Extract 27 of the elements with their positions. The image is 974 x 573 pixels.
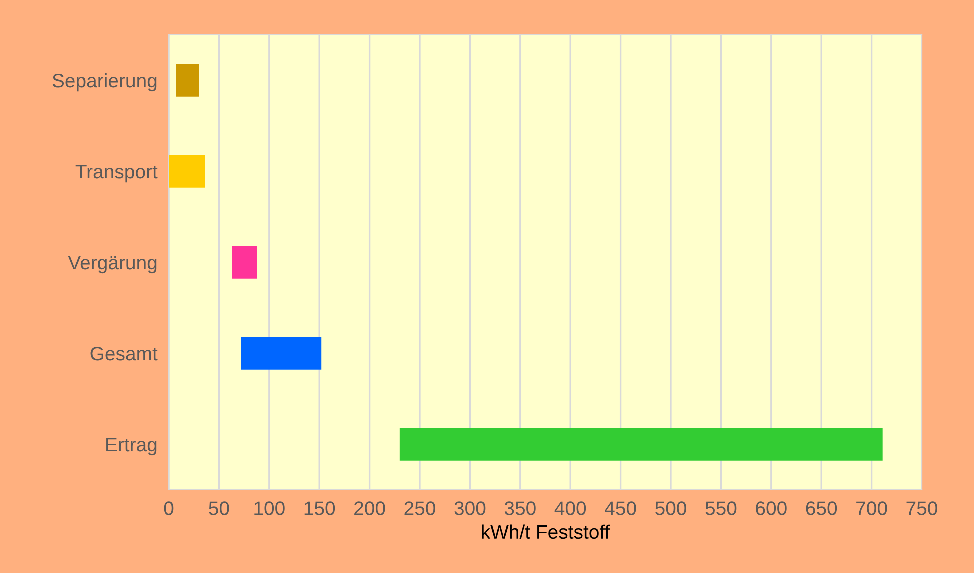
x-tick-label: 400 bbox=[554, 502, 586, 516]
bar bbox=[400, 428, 883, 461]
x-tick-label: 50 bbox=[209, 502, 230, 516]
bar bbox=[241, 337, 322, 370]
x-tick-label: 450 bbox=[605, 502, 636, 516]
x-tick-label: 150 bbox=[304, 502, 336, 516]
x-tick-label: 0 bbox=[164, 502, 174, 516]
x-tick-label: 300 bbox=[454, 502, 486, 516]
y-tick-label: Gesamt bbox=[90, 346, 158, 361]
y-tick-label: Ertrag bbox=[106, 438, 157, 456]
x-tick-label: 100 bbox=[254, 502, 285, 516]
x-tick-label: 250 bbox=[404, 502, 436, 516]
x-tick-label: 350 bbox=[504, 502, 536, 516]
x-tick-label: 600 bbox=[756, 502, 787, 516]
x-tick-label: 700 bbox=[856, 502, 888, 516]
x-tick-label: 650 bbox=[806, 502, 838, 516]
x-tick-label: 200 bbox=[354, 502, 386, 516]
y-tick-label: Transport bbox=[76, 165, 158, 183]
x-axis-title: kWh/t Feststoff bbox=[482, 524, 610, 540]
y-tick-label: Vergärung bbox=[68, 256, 157, 274]
x-tick-label: 750 bbox=[906, 502, 938, 516]
x-tick-label: 550 bbox=[706, 502, 737, 516]
bar bbox=[169, 155, 206, 188]
bar bbox=[176, 64, 200, 97]
x-tick-label: 500 bbox=[656, 502, 686, 516]
y-tick-label: Separierung bbox=[52, 73, 157, 92]
bar bbox=[232, 246, 258, 279]
